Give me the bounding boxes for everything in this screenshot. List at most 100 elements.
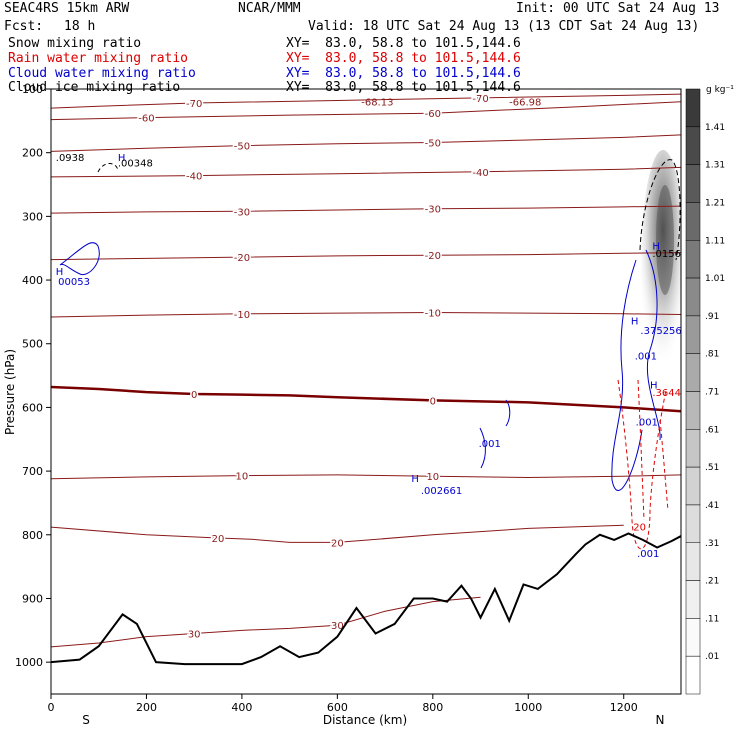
- contour-annotation: .001: [636, 417, 658, 428]
- y-tick-label: 600: [22, 401, 43, 414]
- legend-snow-xy: XY= 83.0, 58.8 to 101.5,144.6: [286, 36, 521, 51]
- colorbar-swatch: [685, 504, 701, 543]
- x-tick-label: 0: [48, 701, 55, 714]
- colorbar-label: .81: [705, 350, 719, 360]
- contour-annotation: H: [118, 153, 126, 164]
- contour-label: -40: [186, 172, 202, 183]
- colorbar-swatch: [685, 164, 701, 203]
- contour-annotation: H: [652, 241, 660, 252]
- contour-label: 0: [430, 396, 436, 407]
- contour-annotation: -68.13: [361, 98, 393, 109]
- contour-label: 20: [212, 534, 225, 545]
- colorbar-label: .41: [705, 501, 719, 511]
- colorbar-label: .71: [705, 388, 719, 398]
- y-tick-label: 900: [22, 592, 43, 605]
- plot-frame: [50, 88, 682, 695]
- colorbar-swatch: [685, 126, 701, 165]
- contour-label: -60: [425, 109, 441, 120]
- y-tick-label: 300: [22, 210, 43, 223]
- ice-plume-core: [656, 185, 674, 295]
- forecast-label: Fcst:: [4, 19, 44, 34]
- colorbar-label: .61: [705, 425, 719, 435]
- north-label: N: [656, 713, 665, 727]
- contour-annotation: 00053: [58, 277, 90, 288]
- contour-label: -40: [472, 168, 488, 179]
- contour-label: 30: [188, 630, 201, 641]
- terrain-line: [51, 532, 681, 666]
- contour-annotation: 20: [633, 522, 646, 533]
- contour-label: -60: [138, 114, 154, 125]
- colorbar-label: .31: [705, 539, 719, 549]
- x-tick-label: 400: [231, 701, 252, 714]
- colorbar-label: .11: [705, 614, 719, 624]
- colorbar-swatch: [685, 240, 701, 279]
- y-tick-label: 100: [22, 83, 43, 96]
- temperature-contour: [51, 134, 681, 152]
- x-tick-label: 200: [136, 701, 157, 714]
- temperature-contour: [51, 93, 681, 109]
- colorbar-swatch: [685, 277, 701, 317]
- contour-annotation: H: [631, 317, 639, 328]
- colorbar-label: .51: [705, 463, 719, 473]
- model-title: SEAC4RS 15km ARW: [4, 1, 130, 16]
- x-axis-label: Distance (km): [323, 713, 407, 727]
- y-tick-label: 400: [22, 274, 43, 287]
- contour-label: -70: [186, 99, 202, 110]
- legend-cloudwater-name: Cloud water mixing ratio: [8, 66, 196, 81]
- colorbar-swatch: [685, 655, 701, 695]
- colorbar-label: .21: [705, 577, 719, 587]
- cloud-water-contour: [59, 242, 100, 276]
- contour-annotation: .0938: [56, 153, 85, 164]
- colorbar-swatch: [685, 353, 701, 392]
- contour-label: 0: [191, 390, 197, 401]
- contour-annotation: .001: [479, 439, 501, 450]
- colorbar-swatch: [685, 429, 701, 468]
- legend-rain-name: Rain water mixing ratio: [8, 51, 189, 66]
- rain-contour-3: [659, 419, 669, 511]
- init-time: Init: 00 UTC Sat 24 Aug 13: [516, 1, 720, 16]
- temperature-contour: [51, 166, 681, 178]
- colorbar-swatch: [685, 202, 701, 241]
- contour-label: -30: [234, 207, 250, 218]
- snow-contour: [639, 159, 681, 261]
- cloud-water-contour-2: [611, 259, 643, 491]
- colorbar-swatch: [685, 618, 701, 657]
- contour-label: -70: [472, 94, 488, 105]
- temperature-contour: [51, 596, 481, 648]
- temperature-contour: [51, 474, 681, 480]
- forecast-value: 18 h: [64, 19, 96, 34]
- temperature-contour: [51, 312, 681, 318]
- temperature-contour: [51, 524, 624, 543]
- contour-label: -50: [425, 138, 441, 149]
- contour-annotation: .001: [635, 352, 657, 363]
- contour-annotation: H: [650, 380, 658, 391]
- contour-annotation: H: [411, 474, 419, 485]
- contour-label: -10: [425, 309, 441, 320]
- x-tick-label: 1200: [610, 701, 638, 714]
- cloud-water-contour-3: [645, 249, 661, 441]
- y-tick-label: 1000: [15, 656, 43, 669]
- colorbar-swatch: [685, 88, 701, 128]
- contour-label: 10: [426, 472, 439, 483]
- y-tick-label: 800: [22, 529, 43, 542]
- colorbar-label: 1.31: [705, 161, 725, 171]
- contour-annotation: .002661: [421, 486, 462, 497]
- colorbar-label: 1.41: [705, 123, 725, 133]
- y-tick-label: 500: [22, 338, 43, 351]
- x-tick-label: 600: [327, 701, 348, 714]
- colorbar-label: .91: [705, 312, 719, 322]
- y-axis-label: Pressure (hPa): [3, 349, 17, 435]
- contour-annotation: .364429: [652, 388, 693, 399]
- temperature-contour: [51, 205, 681, 214]
- y-tick-label: 700: [22, 465, 43, 478]
- rain-contour-2: [637, 379, 645, 521]
- contour-label: -10: [234, 310, 250, 321]
- temperature-contour: [51, 252, 681, 261]
- y-tick-label: 200: [22, 147, 43, 160]
- contour-label: 20: [331, 538, 344, 549]
- colorbar-swatch: [685, 466, 701, 506]
- contour-annotation: H: [56, 267, 64, 278]
- contour-label: -30: [425, 205, 441, 216]
- snow-contour-left: [97, 163, 119, 173]
